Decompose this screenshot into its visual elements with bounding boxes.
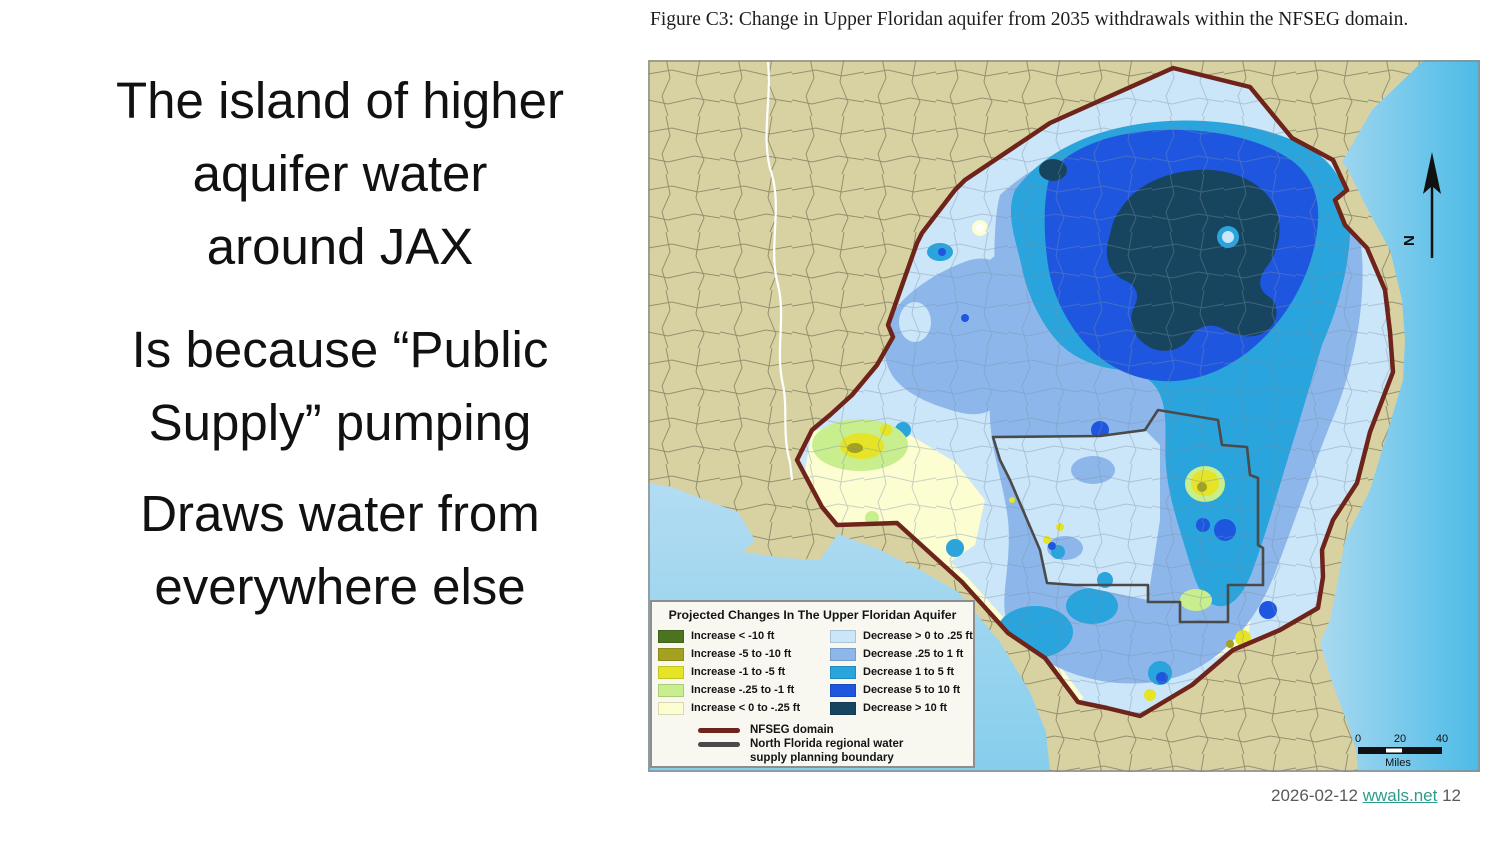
north-label: N — [1401, 235, 1418, 246]
legend-swatch — [658, 629, 684, 643]
slide-body-line: everywhere else — [154, 558, 526, 615]
legend-label: Increase -1 to -5 ft — [691, 666, 786, 678]
legend-line-item: North Florida regional water supply plan… — [698, 737, 973, 765]
legend-label: Increase < 0 to -.25 ft — [691, 702, 801, 714]
legend-line-label: NFSEG domain — [750, 724, 834, 736]
legend-decrease-column: Decrease > 0 to .25 ft Decrease .25 to 1… — [830, 627, 973, 717]
slide-body-line: Draws water from — [140, 485, 540, 542]
nfseg-domain-outline — [794, 65, 1396, 719]
map-frame — [648, 60, 1480, 772]
footer-date: 2026-02-12 — [1271, 786, 1358, 805]
north-arrow-icon: N — [1401, 152, 1441, 258]
legend-swatch — [658, 701, 684, 715]
legend-label: Decrease .25 to 1 ft — [863, 648, 964, 660]
legend-line-label-1: North Florida regional water — [750, 738, 904, 750]
scale-unit: Miles — [1385, 757, 1411, 769]
legend-item: Decrease > 0 to .25 ft — [830, 627, 973, 645]
legend-swatch — [830, 683, 856, 697]
slide-body-line: Supply” pumping — [148, 394, 532, 451]
slide-title-line: aquifer water — [192, 145, 488, 202]
scale-tick: 20 — [1394, 733, 1406, 745]
legend-line-label: North Florida regional water supply plan… — [750, 737, 903, 765]
slide-text-block: The island of higher aquifer water aroun… — [35, 64, 645, 623]
scale-tick: 40 — [1436, 733, 1448, 745]
legend-label: Decrease > 10 ft — [863, 702, 948, 714]
legend-line-item: NFSEG domain — [698, 723, 973, 737]
legend-label: Increase -.25 to -1 ft — [691, 684, 795, 696]
legend-title: Projected Changes In The Upper Floridan … — [668, 608, 957, 622]
legend-item: Decrease 1 to 5 ft — [830, 663, 973, 681]
legend-item: Increase -5 to -10 ft — [658, 645, 830, 663]
scale-bar-segment — [1386, 748, 1402, 753]
scale-bar: 0 20 40 Miles — [1355, 733, 1448, 769]
nfseg-line-symbol — [698, 728, 740, 733]
slide-footer: 2026-02-12 wwals.net 12 — [1271, 786, 1461, 806]
legend-swatch — [830, 647, 856, 661]
planning-boundary-line — [991, 408, 1265, 624]
legend-label: Decrease 1 to 5 ft — [863, 666, 955, 678]
scale-tick: 0 — [1355, 733, 1361, 745]
footer-page-number: 12 — [1442, 786, 1461, 805]
atlantic-ocean — [1320, 60, 1480, 772]
figure-caption: Figure C3: Change in Upper Floridan aqui… — [650, 9, 1409, 30]
river-line — [765, 61, 794, 481]
legend-item: Decrease > 10 ft — [830, 699, 973, 717]
slide-title-line: The island of higher — [116, 72, 564, 129]
legend-item: Increase < -10 ft — [658, 627, 830, 645]
legend-item: Increase -.25 to -1 ft — [658, 681, 830, 699]
legend-line-label-2: supply planning boundary — [750, 752, 894, 764]
slide-title-line: around JAX — [206, 218, 474, 275]
aquifer-map: N 0 20 40 Miles Projected Changes In The… — [648, 60, 1480, 772]
legend-increase-column: Increase < -10 ft Increase -5 to -10 ft … — [658, 627, 830, 717]
legend-label: Increase < -10 ft — [691, 630, 775, 642]
slide-body-line: Is because “Public — [131, 321, 549, 378]
legend-swatch — [658, 683, 684, 697]
legend-item: Increase -1 to -5 ft — [658, 663, 830, 681]
planning-line-symbol — [698, 742, 740, 747]
map-canvas: N 0 20 40 Miles — [648, 60, 1480, 772]
legend-item: Decrease 5 to 10 ft — [830, 681, 973, 699]
legend-swatch — [830, 629, 856, 643]
legend-item: Decrease .25 to 1 ft — [830, 645, 973, 663]
legend-swatch — [830, 701, 856, 715]
legend-label: Decrease 5 to 10 ft — [863, 684, 961, 696]
legend-swatch — [658, 665, 684, 679]
legend-item: Increase < 0 to -.25 ft — [658, 699, 830, 717]
legend-swatch — [658, 647, 684, 661]
legend-label: Increase -5 to -10 ft — [691, 648, 792, 660]
legend-swatch — [830, 665, 856, 679]
map-legend: Projected Changes In The Upper Floridan … — [650, 600, 975, 768]
footer-link[interactable]: wwals.net — [1362, 786, 1438, 805]
legend-label: Decrease > 0 to .25 ft — [863, 630, 973, 642]
